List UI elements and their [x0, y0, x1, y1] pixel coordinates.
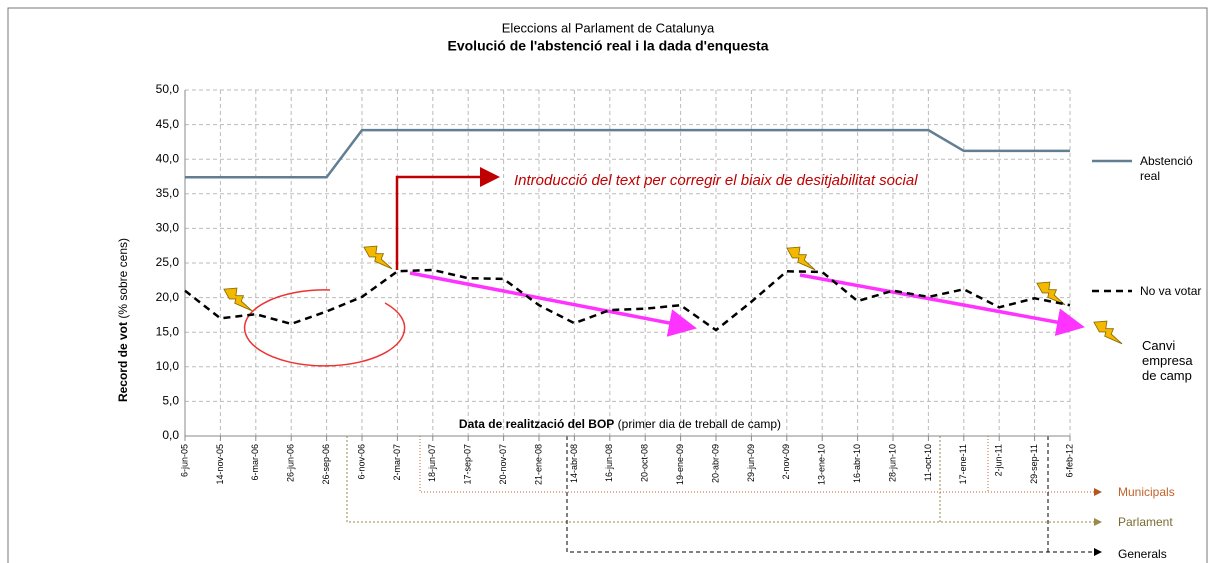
chart-title: Eleccions al Parlament de Catalunya — [502, 20, 715, 35]
series-line — [185, 128, 1070, 179]
highlight-circle — [243, 289, 406, 367]
x-tick-label: 26-jun-06 — [286, 444, 296, 482]
y-tick-label: 25,0 — [156, 255, 180, 269]
x-tick-label: 26-sep-06 — [321, 444, 331, 485]
x-tick-label: 2-nov-09 — [781, 444, 791, 480]
x-tick-label: 6-jun-05 — [179, 444, 189, 477]
y-tick-label: 30,0 — [156, 221, 180, 235]
y-tick-label: 50,0 — [156, 82, 180, 96]
x-tick-label: 2-jun-11 — [994, 444, 1004, 476]
x-tick-label: 6-mar-06 — [250, 444, 260, 481]
x-tick-label: 2-mar-07 — [392, 444, 402, 481]
chart-subtitle: Evolució de l'abstenció real i la dada d… — [448, 38, 769, 54]
x-tick-label: 20-oct-08 — [640, 444, 650, 482]
x-tick-label: 19-ene-09 — [675, 444, 685, 485]
bolt-icon — [786, 246, 816, 271]
x-tick-label: 14-abr-08 — [569, 444, 579, 483]
red-arrow — [395, 167, 500, 270]
series-line — [184, 268, 1071, 332]
y-label-note: (% sobre cens) — [116, 238, 130, 319]
legend-label: Abstenció real — [1140, 154, 1193, 183]
x-tick-label: 13-ene-10 — [817, 444, 827, 485]
grid — [185, 89, 1071, 437]
x-tick-label: 29-sep-11 — [1029, 444, 1039, 484]
x-label-note: (primer dia de treball de camp) — [618, 417, 781, 431]
annotation: Canvi empresa de camp — [1142, 338, 1193, 383]
bolt-icon — [1093, 320, 1123, 345]
bolt-icon — [1036, 281, 1066, 306]
x-label: Data de realització del BOP — [459, 417, 614, 431]
y-tick-label: 10,0 — [156, 359, 180, 373]
x-tick-label: 6-feb-12 — [1064, 444, 1074, 478]
x-tick-label: 20-abr-09 — [710, 444, 720, 483]
election-label: Municipals — [1118, 485, 1175, 499]
trend-arrow — [799, 273, 1085, 336]
y-label: Record de vot — [116, 322, 130, 402]
x-tick-label: 16-jun-08 — [604, 444, 614, 482]
x-tick-label: 21-ene-08 — [533, 444, 543, 485]
y-tick-label: 5,0 — [162, 394, 179, 408]
election-line — [566, 436, 1102, 556]
x-tick-label: 11-oct-10 — [923, 444, 933, 481]
frame — [7, 7, 1208, 563]
bolt-icon — [223, 287, 253, 312]
election-line — [419, 436, 1102, 496]
election-label: Generals — [1118, 547, 1167, 561]
annotation: Introducció del text per corregir el bia… — [514, 172, 918, 189]
x-tick-label: 28-jun-10 — [887, 444, 897, 482]
election-line — [346, 436, 1102, 526]
y-tick-label: 45,0 — [156, 117, 180, 131]
x-tick-label: 14-nov-05 — [215, 444, 225, 485]
x-tick-label: 29-jun-09 — [746, 444, 756, 482]
x-tick-label: 6-nov-06 — [356, 444, 366, 480]
y-tick-label: 15,0 — [156, 324, 180, 338]
x-axis-label: Data de realització del BOP (primer dia … — [459, 417, 781, 431]
x-tick-label: 16-abr-10 — [852, 444, 862, 483]
bolt-icon — [363, 245, 393, 270]
x-tick-label: 20-nov-07 — [498, 444, 508, 485]
legend-label: No va votar — [1140, 284, 1202, 298]
x-tick-label: 17-ene-11 — [958, 444, 968, 484]
election-label: Parlament — [1118, 515, 1173, 529]
y-tick-label: 0,0 — [162, 428, 179, 442]
x-tick-label: 17-sep-07 — [463, 444, 473, 485]
y-axis-label: Record de vot (% sobre cens) — [116, 238, 130, 402]
decorations — [223, 167, 1123, 556]
y-tick-label: 35,0 — [156, 186, 180, 200]
trend-arrow — [409, 271, 697, 337]
y-tick-label: 40,0 — [156, 151, 180, 165]
x-tick-label: 18-jun-07 — [427, 444, 437, 482]
y-tick-label: 20,0 — [156, 290, 180, 304]
